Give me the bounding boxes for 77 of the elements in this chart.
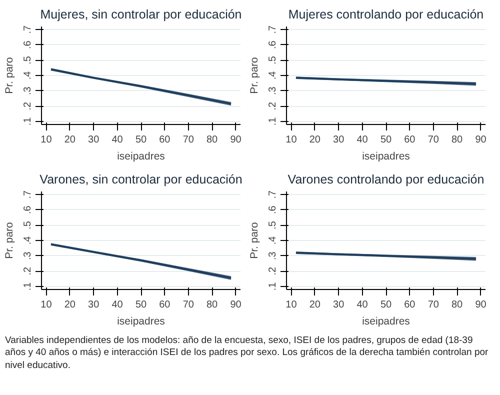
y-tick-label: .5 (22, 56, 34, 64)
y-tick-label: .1 (268, 116, 278, 126)
y-tick-label: .6 (22, 40, 34, 50)
x-tick-label: 10 (40, 134, 52, 146)
x-tick-label: 80 (206, 134, 218, 146)
y-tick-label: .2 (22, 266, 34, 276)
y-tick-label: .5 (22, 220, 34, 230)
x-tick-label: 50 (380, 300, 392, 310)
y-tick-label: .2 (268, 266, 278, 276)
y-tick-label: .2 (22, 102, 34, 110)
x-tick-label: 50 (380, 134, 392, 146)
x-tick-label: 10 (286, 300, 298, 310)
x-tick-label: 30 (333, 134, 345, 146)
y-axis-title: Pr. paro (248, 222, 260, 259)
x-tick-label: 90 (230, 300, 242, 310)
x-tick-label: 60 (404, 300, 416, 310)
x-tick-label: 20 (64, 300, 76, 310)
y-tick-label: .5 (268, 220, 278, 230)
y-tick-label: .4 (268, 236, 278, 245)
y-tick-label: .4 (22, 236, 34, 245)
x-axis-title: iseipadres (362, 316, 410, 328)
x-axis-title: iseipadres (362, 150, 410, 162)
x-tick-label: 30 (88, 134, 100, 146)
x-tick-label: 80 (452, 134, 464, 146)
chart-title: Varones controlando por educación (288, 172, 484, 186)
x-tick-label: 50 (135, 134, 147, 146)
x-tick-label: 60 (159, 134, 171, 146)
x-tick-label: 70 (428, 134, 440, 146)
x-tick-label: 20 (64, 134, 76, 146)
y-tick-label: .3 (22, 86, 34, 95)
x-axis-title: iseipadres (117, 316, 165, 328)
x-tick-label: 70 (428, 300, 440, 310)
y-tick-label: .7 (22, 190, 34, 199)
x-tick-label: 20 (309, 300, 321, 310)
y-axis-title: Pr. paro (248, 56, 260, 94)
x-tick-label: 10 (286, 134, 298, 146)
y-tick-label: .6 (268, 205, 278, 214)
y-tick-label: .4 (22, 70, 34, 80)
y-tick-label: .5 (268, 56, 278, 64)
x-tick-label: 80 (452, 300, 464, 310)
y-tick-label: .2 (268, 102, 278, 110)
x-tick-label: 10 (40, 300, 52, 310)
text: Variables independientes de los modelos: año de la encuesta, sexo, ISEI de los padres, grupos de edad (18-39 años y 40 años o más) e interacción ISEI de los padres por sexo. Los gráficos de la derecha también controlan por nivel educativo. (5, 335, 490, 372)
y-tick-label: .1 (22, 116, 34, 126)
y-tick-label: .6 (22, 205, 34, 214)
y-axis-title: Pr. paro (4, 222, 16, 259)
y-tick-label: .1 (22, 282, 34, 291)
y-tick-label: .7 (268, 190, 278, 199)
x-tick-label: 70 (182, 134, 194, 146)
y-tick-label: .3 (268, 86, 278, 95)
x-tick-label: 90 (475, 300, 487, 310)
x-tick-label: 30 (333, 300, 345, 310)
x-tick-label: 40 (112, 300, 124, 310)
chart-title: Mujeres, sin controlar por educación (40, 8, 242, 22)
x-axis-title: iseipadres (117, 150, 165, 162)
x-tick-label: 90 (475, 134, 487, 146)
y-tick-label: .7 (268, 24, 278, 34)
y-tick-label: .4 (268, 70, 278, 80)
x-tick-label: 40 (356, 300, 368, 310)
x-tick-label: 70 (182, 300, 194, 310)
x-tick-label: 60 (159, 300, 171, 310)
x-tick-label: 30 (88, 300, 100, 310)
chart-title: Varones, sin controlar por educación (40, 172, 242, 186)
x-tick-label: 40 (356, 134, 368, 146)
x-tick-label: 50 (135, 300, 147, 310)
chart-title: Mujeres controlando por educación (288, 8, 484, 22)
x-tick-label: 40 (112, 134, 124, 146)
y-axis-title: Pr. paro (4, 56, 16, 94)
y-tick-label: .1 (268, 282, 278, 291)
y-tick-label: .3 (22, 251, 34, 260)
x-tick-label: 60 (404, 134, 416, 146)
y-tick-label: .6 (268, 40, 278, 50)
x-tick-label: 20 (309, 134, 321, 146)
y-tick-label: .7 (22, 24, 34, 34)
x-tick-label: 80 (206, 300, 218, 310)
x-tick-label: 90 (230, 134, 242, 146)
y-tick-label: .3 (268, 251, 278, 260)
